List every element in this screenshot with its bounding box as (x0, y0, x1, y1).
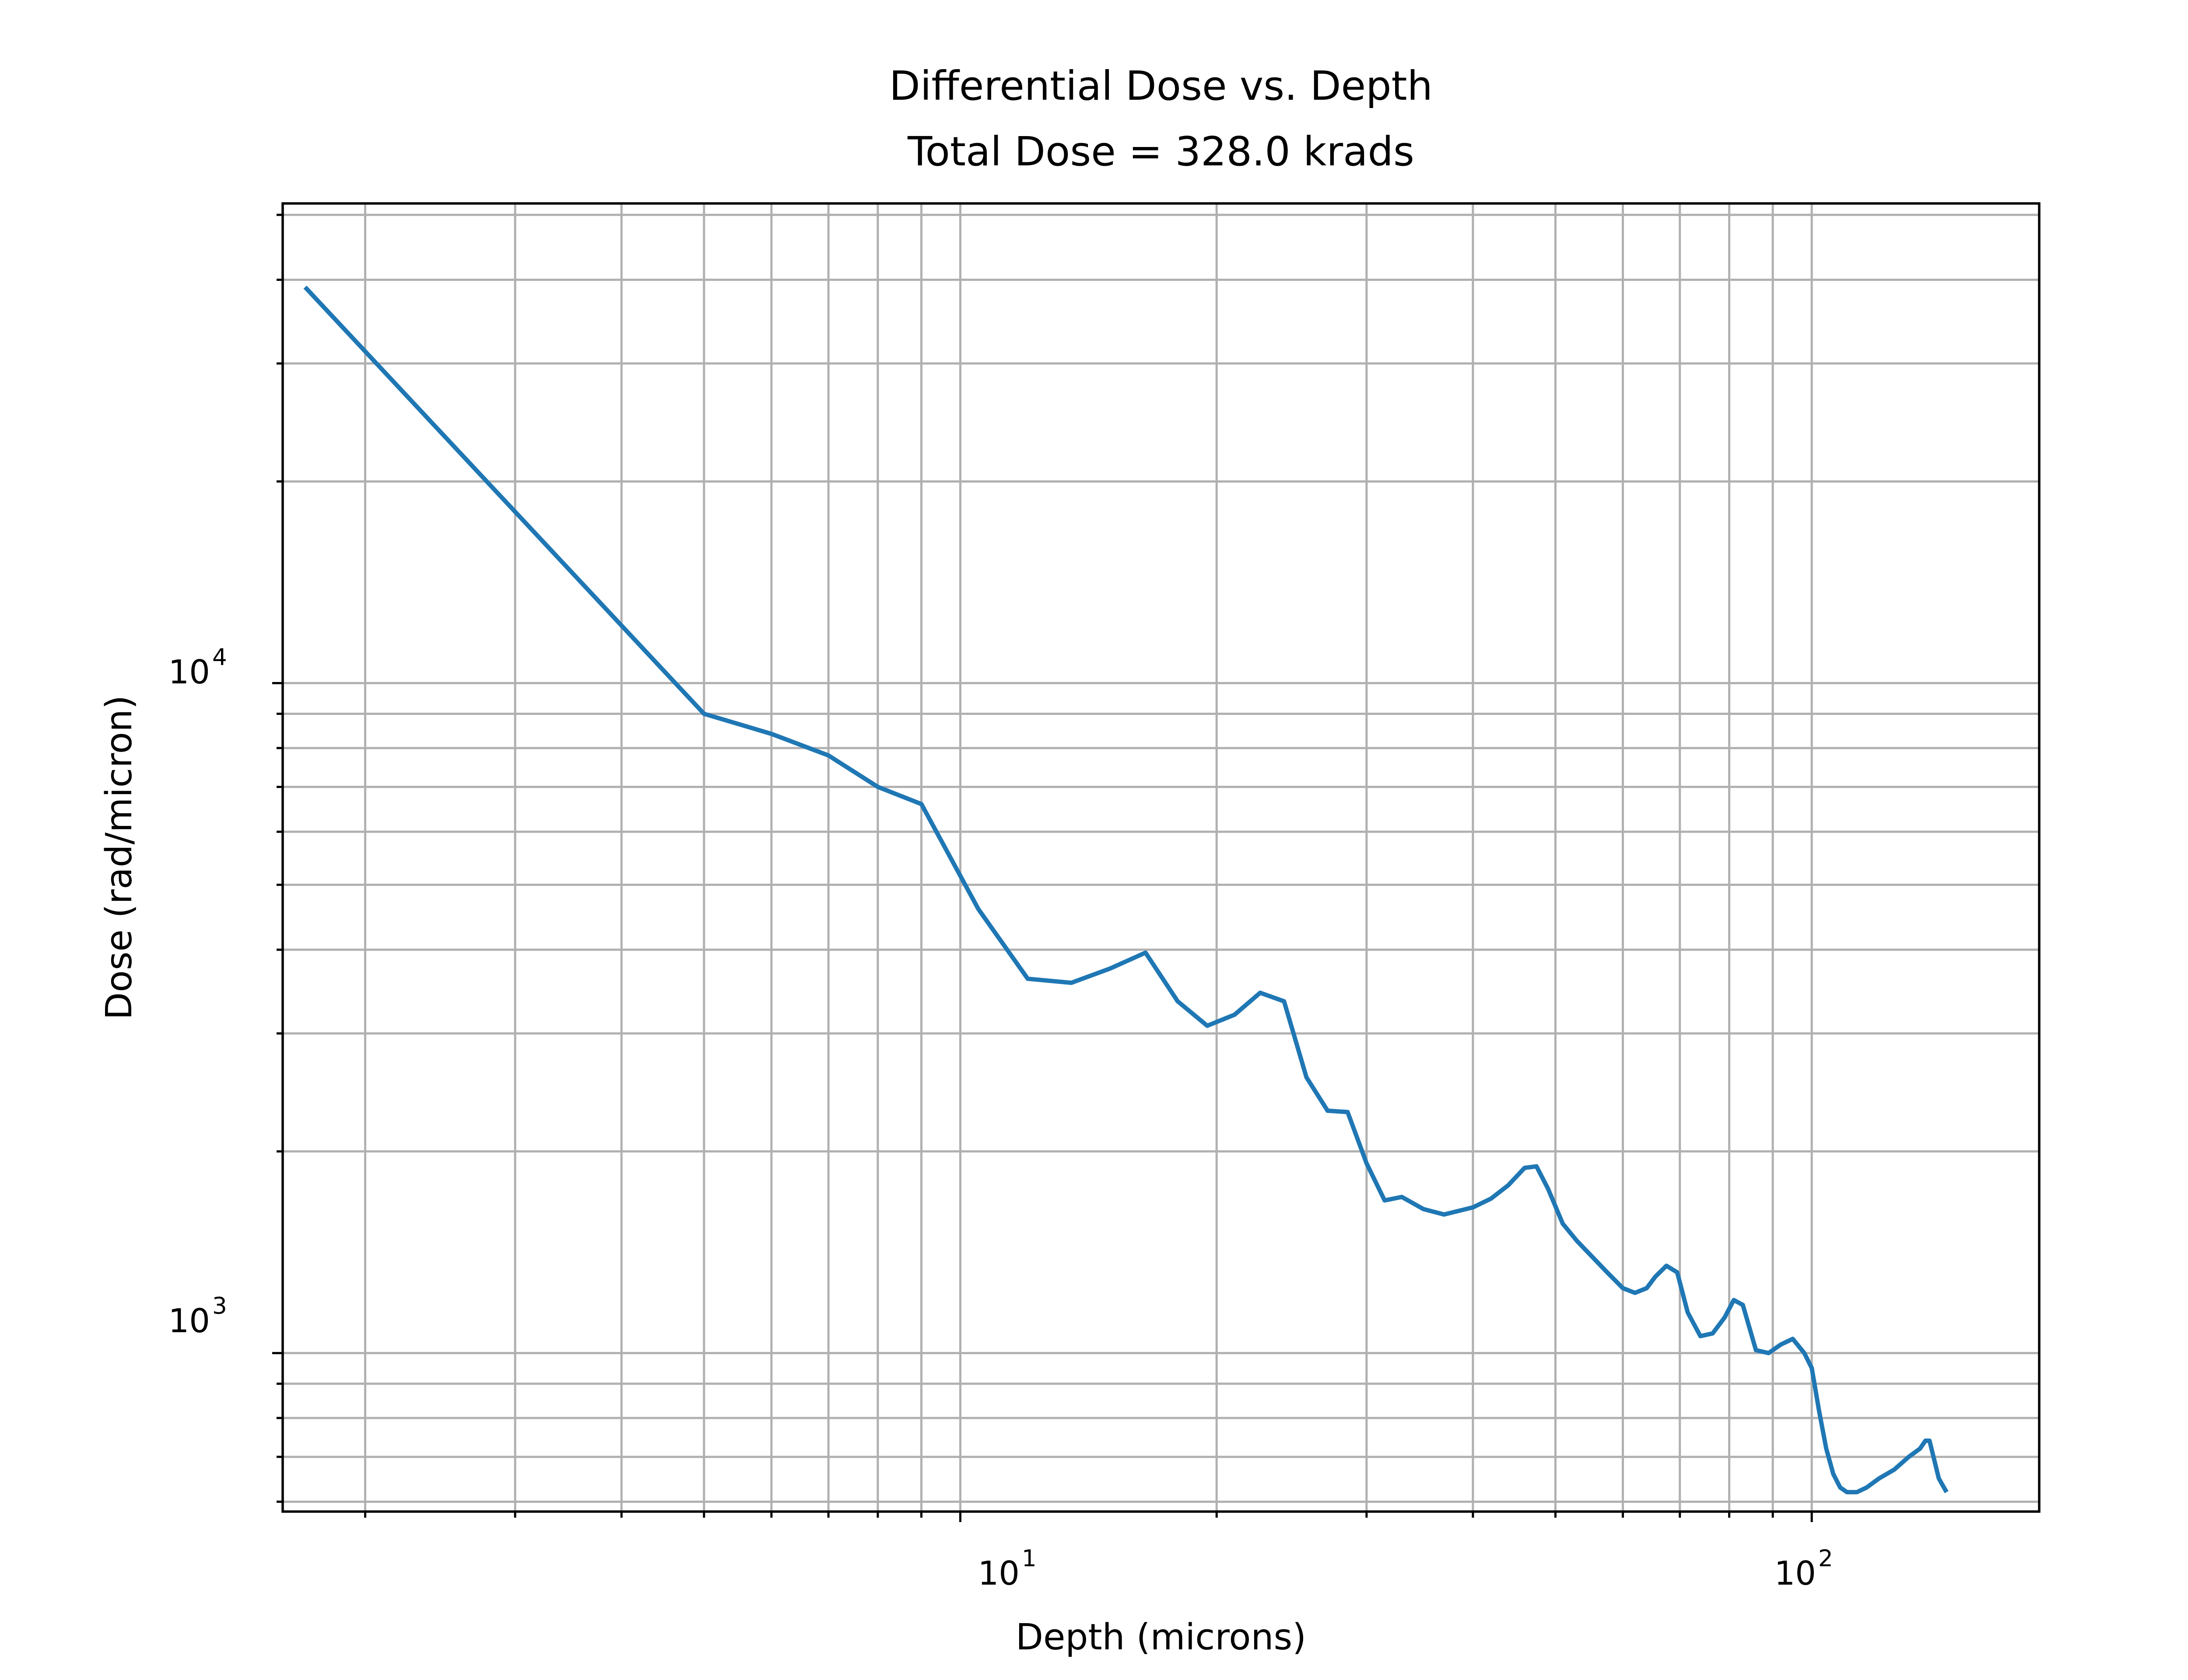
y-axis-label: Dose (rad/micron) (98, 695, 140, 1020)
y-tick-label-1000-exponent: 3 (212, 1293, 227, 1320)
x-tick-label-100-exponent: 2 (1818, 1545, 1833, 1572)
y-tick-labels: 10 3 10 4 (168, 644, 227, 1340)
dose-series-line (303, 285, 1949, 1494)
x-tick-label-10-exponent: 1 (1022, 1545, 1037, 1572)
minor-y-gridlines (283, 214, 2039, 1503)
x-tick-labels: 10 1 10 2 (978, 1545, 1833, 1592)
minor-x-gridlines (364, 203, 1774, 1512)
chart-title: Differential Dose vs. Depth (889, 63, 1433, 109)
axis-ticks (272, 214, 1813, 1522)
chart-subtitle: Total Dose = 328.0 krads (907, 128, 1414, 175)
plot-area-frame (281, 202, 2041, 1513)
y-tick-label-1000: 10 (168, 1302, 210, 1340)
x-axis-label: Depth (microns) (1016, 1617, 1306, 1658)
x-tick-label-10: 10 (978, 1554, 1020, 1592)
y-tick-label-10000: 10 (168, 653, 210, 691)
y-tick-label-10000-exponent: 4 (212, 644, 227, 671)
major-gridlines (283, 203, 2039, 1512)
x-tick-label-100: 10 (1774, 1554, 1816, 1592)
